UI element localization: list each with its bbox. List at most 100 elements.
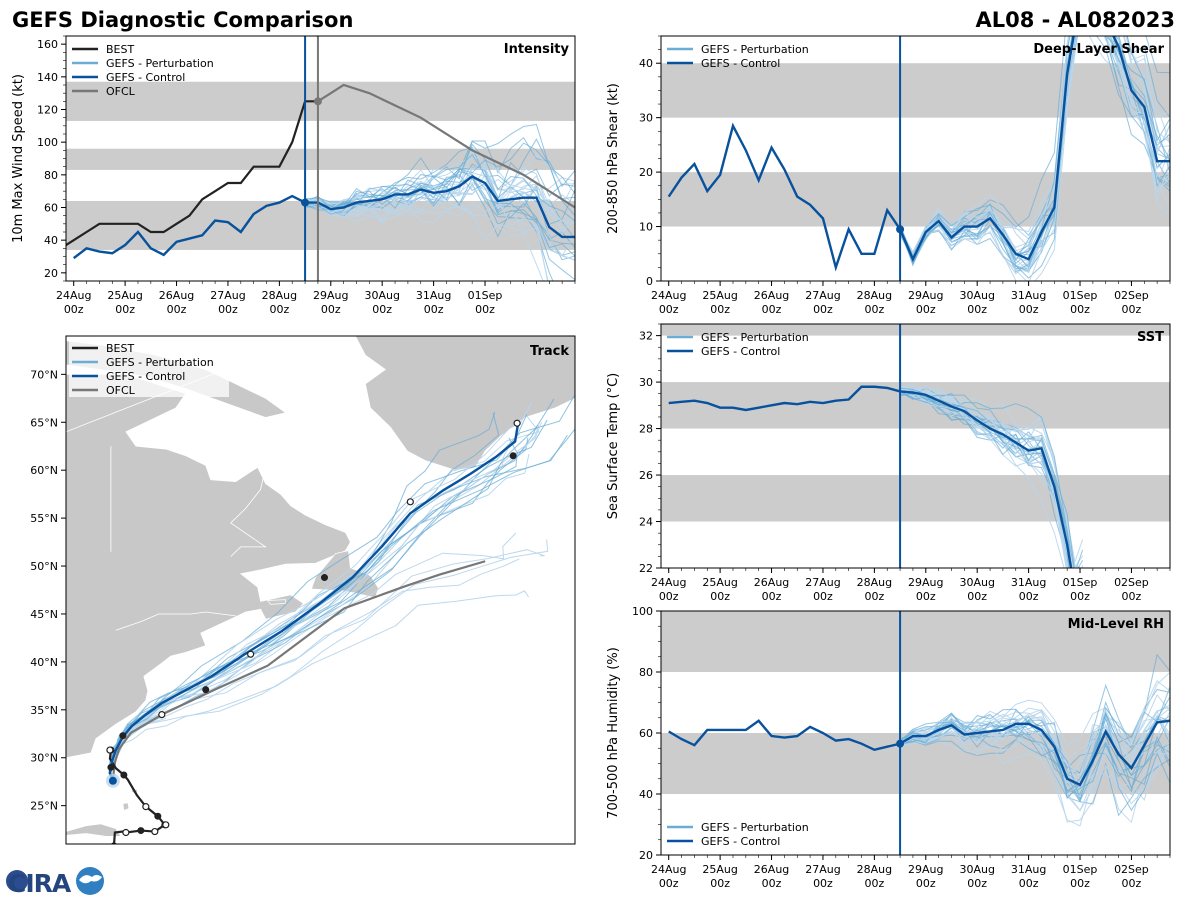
shear-xtick-label: 01Sep 00z — [1063, 289, 1098, 316]
track-control-day-marker — [320, 574, 328, 582]
intensity-xtick-label: 25Aug 00z — [107, 289, 142, 316]
track-land — [122, 802, 130, 811]
track-land — [266, 599, 286, 605]
intensity-best-line — [66, 100, 318, 247]
shear-xtick-label: 28Aug 00z — [857, 289, 892, 316]
intensity-xtick-label: 26Aug 00z — [159, 289, 194, 316]
track-control-open-marker — [406, 498, 414, 506]
sst-ytick-label: 28 — [639, 423, 653, 436]
rh-perturbation-line — [899, 696, 1170, 794]
rh-title: Mid-Level RH — [1068, 617, 1164, 632]
track-best-marker — [154, 812, 162, 820]
intensity-xtick-label: 27Aug 00z — [210, 289, 245, 316]
rh-control-marker — [896, 739, 905, 748]
sst-ytick-label: 22 — [639, 562, 653, 575]
track-control-open-marker — [513, 419, 521, 427]
track-legend-label: GEFS - Control — [106, 370, 185, 383]
track-land — [66, 823, 122, 837]
intensity-ofcl-marker — [313, 97, 322, 106]
rh-legend-label: GEFS - Perturbation — [701, 821, 809, 834]
sst-perturbation-line — [899, 391, 1084, 568]
intensity-xtick-label: 28Aug 00z — [262, 289, 297, 316]
cira-globe-icon — [6, 870, 28, 892]
rh-xtick-label: 30Aug 00z — [959, 863, 994, 890]
track-lat-label: 45°N — [30, 608, 58, 621]
rh-ytick-label: 60 — [639, 727, 653, 740]
rh-plot-area — [661, 611, 1170, 855]
sst-band — [661, 475, 1170, 522]
shear-panel: 0 10 20 30 40 24Aug 00z 25Aug 00z 26Aug 00z 27Aug 00… — [606, 35, 1171, 316]
cira-logo-text: CIRA — [8, 869, 72, 898]
rh-ytick-label: 40 — [639, 788, 653, 801]
rh-ytick-label: 80 — [639, 666, 653, 679]
rh-perturbation-line — [899, 680, 1170, 760]
sst-band — [661, 324, 1170, 336]
rh-perturbation-line — [899, 715, 1170, 788]
track-lat-label: 60°N — [30, 464, 58, 477]
shear-xtick-label: 27Aug 00z — [805, 289, 840, 316]
rh-ytick-label: 20 — [639, 849, 653, 862]
intensity-perturbation-line — [304, 177, 554, 281]
sst-title: SST — [1137, 330, 1164, 345]
intensity-ytick-label: 20 — [44, 267, 58, 280]
intensity-perturbation-line — [305, 155, 575, 215]
shear-perturbation-line — [899, 36, 1170, 255]
track-lat-label: 40°N — [30, 656, 58, 669]
sst-perturbation-line — [900, 390, 1069, 568]
storm-id-title: AL08 - AL082023 — [976, 8, 1176, 32]
track-best-open-marker — [122, 828, 130, 837]
sst-xtick-label: 29Aug 00z — [908, 576, 943, 603]
shear-perturbation-line — [899, 36, 1170, 271]
sst-ytick-label: 32 — [639, 330, 653, 343]
track-best-open-marker — [142, 803, 150, 811]
intensity-xtick-label: 24Aug 00z — [56, 289, 91, 316]
track-best-open-marker — [162, 821, 170, 829]
intensity-ytick-label: 100 — [37, 136, 58, 149]
shear-band — [661, 172, 1170, 227]
shear-control-marker — [896, 225, 905, 234]
intensity-perturbation-line — [305, 143, 575, 222]
rh-ylabel: 700-500 hPa Humidity (%) — [606, 647, 621, 819]
track-best-marker — [137, 827, 145, 835]
track-lat-label: 35°N — [30, 704, 58, 717]
sst-perturbation-line — [900, 391, 1068, 568]
intensity-ytick-label: 80 — [44, 169, 58, 182]
track-border — [230, 467, 267, 557]
rh-xtick-label: 27Aug 00z — [805, 863, 840, 890]
intensity-title: Intensity — [504, 42, 570, 57]
rh-band — [661, 611, 1170, 672]
shear-perturbation-line — [899, 36, 1170, 275]
sst-legend-label: GEFS - Control — [701, 345, 780, 358]
rh-perturbation-line — [899, 716, 1170, 812]
shear-xtick-label: 24Aug 00z — [651, 289, 686, 316]
track-lat-label: 70°N — [30, 368, 58, 381]
rh-perturbation-line — [900, 708, 1170, 803]
rh-perturbation-line — [900, 729, 1170, 824]
sst-xtick-label: 25Aug 00z — [702, 576, 737, 603]
intensity-legend-label: BEST — [106, 43, 134, 56]
track-legend-label: GEFS - Perturbation — [106, 356, 214, 369]
track-panel: 25°N 30°N 35°N 40°N 45°N 50°N 55°N 60°N 65°N 70°N… — [30, 335, 576, 845]
sst-xtick-label: 30Aug 00z — [959, 576, 994, 603]
track-control-day-marker — [202, 686, 210, 694]
track-control-open-marker — [247, 650, 255, 658]
rh-ytick-label: 100 — [632, 605, 653, 618]
rh-perturbation-line — [899, 716, 1170, 812]
shear-ytick-label: 10 — [639, 221, 653, 234]
track-control-open-marker — [106, 746, 114, 754]
shear-legend-label: GEFS - Perturbation — [701, 43, 809, 56]
sst-legend-label: GEFS - Perturbation — [701, 331, 809, 344]
sst-xtick-label: 28Aug 00z — [857, 576, 892, 603]
sst-xtick-label: 02Sep 00z — [1114, 576, 1149, 603]
rh-xtick-label: 24Aug 00z — [651, 863, 686, 890]
sst-xtick-label: 27Aug 00z — [805, 576, 840, 603]
track-lat-label: 55°N — [30, 512, 58, 525]
rh-perturbation-line — [899, 716, 1170, 792]
intensity-perturbation-line — [305, 142, 575, 217]
track-lat-label: 30°N — [30, 752, 58, 765]
track-control-day-marker — [509, 452, 517, 460]
shear-ytick-label: 30 — [639, 112, 653, 125]
shear-perturbation-line — [899, 36, 1170, 257]
track-start-marker — [108, 776, 117, 785]
shear-xtick-label: 25Aug 00z — [702, 289, 737, 316]
